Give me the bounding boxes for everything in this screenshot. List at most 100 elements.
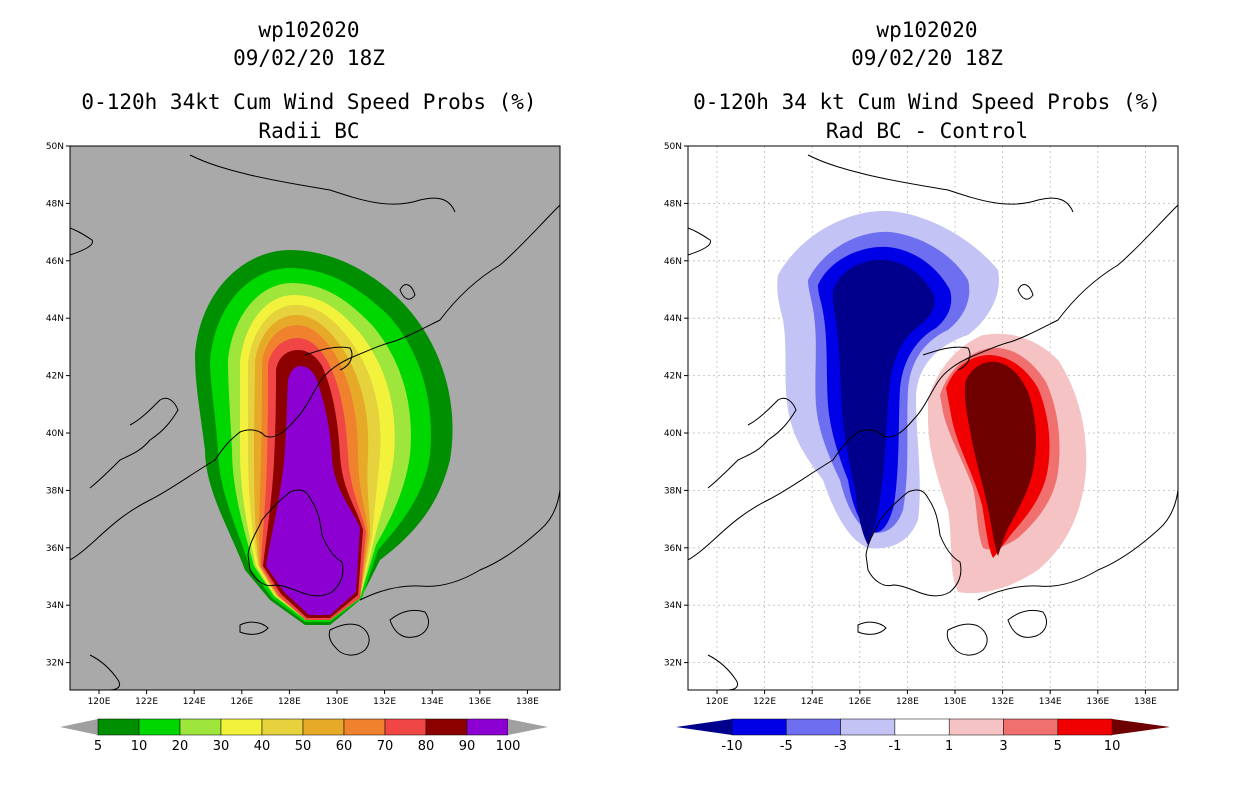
right-difference-field (777, 210, 1087, 594)
left-colorbar-cell (466, 718, 509, 736)
right-colorbar-label: 5 (1054, 739, 1062, 754)
right-colorbar-labels: -10 -5 -3 -1 1 3 5 10 (721, 739, 1120, 754)
right-map: 50N 48N 46N 44N 42N 40N 38N 36N 34N 32N 120E 122E 12… (664, 142, 1179, 754)
left-title-product: 0-120h 34kt Cum Wind Speed Probs (%) (81, 90, 537, 114)
right-lon-label: 138E (1134, 697, 1157, 707)
right-colorbar-cell (786, 718, 841, 736)
right-lat-label: 42N (664, 372, 682, 382)
left-lon-label: 122E (135, 697, 158, 707)
right-colorbar-cell (1057, 718, 1113, 736)
left-lat-label: 46N (46, 257, 64, 267)
left-probability-field (195, 250, 453, 625)
right-lon-label: 122E (753, 697, 776, 707)
right-colorbar-label: 3 (999, 739, 1007, 754)
left-colorbar-cell (220, 718, 263, 736)
left-map-frame (69, 145, 561, 691)
left-colorbar-cell (425, 718, 468, 736)
right-colorbar-label: 1 (945, 739, 953, 754)
right-lat-label: 36N (664, 544, 682, 554)
right-colorbar-cell (840, 718, 896, 736)
left-lon-label: 124E (183, 697, 206, 707)
right-colorbar-label: 10 (1104, 739, 1121, 754)
right-lat-label: 34N (664, 601, 682, 611)
right-colorbar: -10 -5 -3 -1 1 3 5 10 (676, 718, 1170, 754)
right-colorbar-cell (894, 718, 950, 736)
left-colorbar-cell (261, 718, 304, 736)
left-lat-label: 44N (46, 314, 64, 324)
right-axis-ticks: 50N 48N 46N 44N 42N 40N 38N 36N 34N 32N 120E 122E 12… (664, 142, 1157, 707)
right-colorbar-label: -5 (780, 739, 793, 754)
left-colorbar-cell (343, 718, 386, 736)
right-lon-label: 128E (896, 697, 919, 707)
left-colorbar-cell (384, 718, 427, 736)
left-lon-label: 138E (516, 697, 539, 707)
left-colorbar-label: 30 (213, 739, 230, 754)
right-neg-contour-10 (832, 259, 935, 545)
right-lon-label: 134E (1039, 697, 1062, 707)
right-lat-label: 46N (664, 257, 682, 267)
left-title-storm-id: wp102020 (258, 18, 360, 42)
left-title-datetime: 09/02/20 18Z (233, 46, 385, 70)
right-title-subtitle: Rad BC - Control (825, 119, 1029, 143)
left-lon-label: 132E (373, 697, 396, 707)
left-colorbar-cells (97, 718, 509, 736)
left-lon-label: 130E (326, 697, 349, 707)
left-lon-label: 126E (230, 697, 253, 707)
right-lat-label: 44N (664, 314, 682, 324)
left-lat-label: 40N (46, 429, 64, 439)
left-lat-label: 32N (46, 659, 64, 669)
right-lon-label: 120E (706, 697, 729, 707)
left-colorbar-label: 80 (418, 739, 435, 754)
left-colorbar-label: 20 (172, 739, 189, 754)
right-lon-label: 126E (848, 697, 871, 707)
left-title-subtitle: Radii BC (258, 119, 360, 143)
left-colorbar-label: 90 (459, 739, 476, 754)
left-colorbar-cell (138, 718, 181, 736)
right-title-datetime: 09/02/20 18Z (851, 46, 1003, 70)
left-lon-label: 120E (88, 697, 111, 707)
right-map-frame (687, 145, 1179, 691)
left-lat-label: 34N (46, 601, 64, 611)
right-lat-label: 32N (664, 659, 682, 669)
right-lon-label: 136E (1086, 697, 1109, 707)
right-lon-label: 130E (944, 697, 967, 707)
right-lat-label: 48N (664, 199, 682, 209)
left-colorbar-left-end (60, 719, 98, 735)
left-lat-label: 36N (46, 544, 64, 554)
right-colorbar-cells (731, 718, 1113, 736)
left-colorbar-labels: 5 10 20 30 40 50 60 70 80 90 100 (94, 739, 521, 754)
right-colorbar-label: -10 (721, 739, 742, 754)
right-panel: wp102020 09/02/20 18Z 0-120h 34 kt Cum W… (618, 0, 1236, 800)
right-colorbar-left-end (676, 719, 732, 735)
left-colorbar-label: 5 (94, 739, 102, 754)
right-title-product: 0-120h 34 kt Cum Wind Speed Probs (%) (693, 90, 1161, 114)
left-colorbar-right-end (508, 719, 548, 735)
left-colorbar-cell (179, 718, 222, 736)
left-colorbar-label: 10 (131, 739, 148, 754)
right-colorbar-cell (731, 718, 787, 736)
left-colorbar-cell (97, 718, 140, 736)
right-lat-label: 38N (664, 486, 682, 496)
left-colorbar-label: 100 (496, 739, 521, 754)
left-lon-label: 134E (421, 697, 444, 707)
right-coastlines (688, 154, 1178, 690)
left-colorbar-label: 60 (336, 739, 353, 754)
left-panel: wp102020 09/02/20 18Z 0-120h 34kt Cum Wi… (46, 18, 561, 754)
left-lat-label: 38N (46, 486, 64, 496)
left-colorbar-label: 70 (377, 739, 394, 754)
left-map: 50N 48N 46N 44N 42N 40N 38N 36N 34N 32N 120E 122E 12… (46, 142, 561, 754)
left-coastlines (70, 154, 560, 690)
left-colorbar: 5 10 20 30 40 50 60 70 80 90 100 (60, 718, 548, 754)
right-lat-label: 40N (664, 429, 682, 439)
left-colorbar-label: 50 (295, 739, 312, 754)
right-lon-label: 132E (991, 697, 1014, 707)
left-colorbar-label: 40 (254, 739, 271, 754)
right-colorbar-cell (948, 718, 1004, 736)
left-lon-label: 128E (278, 697, 301, 707)
left-colorbar-cell (302, 718, 345, 736)
left-lat-label: 42N (46, 372, 64, 382)
left-contour-90 (266, 366, 360, 615)
right-title-storm-id: wp102020 (876, 18, 978, 42)
right-colorbar-cell (1003, 718, 1059, 736)
right-lat-label: 50N (664, 142, 682, 152)
